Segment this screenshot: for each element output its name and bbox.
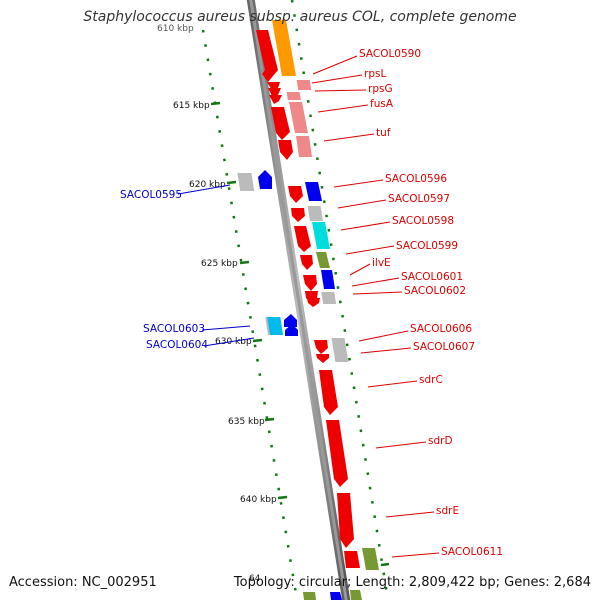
- label-sacol0599[interactable]: SACOL0599: [396, 240, 458, 252]
- tick-label-610: 610 kbp: [157, 24, 194, 34]
- gene-rpsl[interactable]: [267, 82, 280, 92]
- gene-sacol0602-b[interactable]: [307, 298, 320, 307]
- label-sacol0603[interactable]: SACOL0603: [143, 323, 205, 335]
- tick-label-620: 620 kbp: [189, 180, 226, 190]
- tick-label-625: 625 kbp: [201, 259, 238, 269]
- label-rpsl[interactable]: rpsL: [364, 68, 386, 80]
- gene-next-olive-b[interactable]: [350, 590, 362, 600]
- scale-ticks: 610 kbp 615 kbp 620 kbp 625 kbp 630 kbp …: [157, 24, 390, 584]
- gene-ilve-blue[interactable]: [321, 270, 335, 289]
- gene-sacol0590-orange[interactable]: [272, 20, 296, 76]
- gene-tuf[interactable]: [278, 140, 293, 160]
- label-fusa[interactable]: fusA: [370, 98, 394, 110]
- gene-sacol0596[interactable]: [288, 186, 303, 203]
- tick-mark: [226, 180, 237, 185]
- gene-sacol0597-grey[interactable]: [307, 206, 324, 221]
- label-sacol0596[interactable]: SACOL0596: [385, 173, 447, 185]
- gene-sacol0596-blue[interactable]: [305, 182, 322, 201]
- label-rpsg[interactable]: rpsG: [368, 83, 393, 95]
- label-sacol0601[interactable]: SACOL0601: [401, 271, 463, 283]
- gene-ilve-olive[interactable]: [316, 252, 330, 268]
- gene-features: [237, 20, 379, 600]
- gene-rpsg-pink[interactable]: [286, 92, 301, 100]
- gene-sacol0607[interactable]: [316, 354, 329, 363]
- label-sdre[interactable]: sdrE: [436, 505, 459, 517]
- tick-mark: [252, 338, 263, 343]
- label-sacol0607[interactable]: SACOL0607: [413, 341, 475, 353]
- gene-tuf-pink[interactable]: [296, 136, 312, 157]
- gene-rpsg[interactable]: [268, 88, 281, 98]
- gene-sacol0604-a[interactable]: [284, 314, 297, 327]
- tick-mark: [277, 495, 288, 500]
- gene-sacol0590-red[interactable]: [256, 30, 278, 82]
- genome-summary-text: Topology: circular; Length: 2,809,422 bp…: [233, 575, 591, 590]
- gene-labels: SACOL0590 rpsL rpsG fusA tuf SACOL0596 S…: [120, 48, 503, 558]
- gene-fusa[interactable]: [271, 107, 290, 140]
- label-sacol0595[interactable]: SACOL0595: [120, 189, 182, 201]
- gene-sacol0603[interactable]: [267, 317, 284, 335]
- gene-sacol0598-cyan[interactable]: [312, 222, 330, 249]
- label-leader-lines: [177, 55, 440, 558]
- label-sdrc[interactable]: sdrC: [419, 374, 443, 386]
- gene-sacol0598[interactable]: [294, 226, 311, 252]
- gene-sacol0611-olive[interactable]: [362, 548, 379, 570]
- gene-sdrc[interactable]: [319, 370, 338, 415]
- label-sacol0604[interactable]: SACOL0604: [146, 339, 208, 351]
- accession-text: Accession: NC_002951: [9, 575, 157, 590]
- label-sacol0611[interactable]: SACOL0611: [441, 546, 503, 558]
- gene-sacol0599[interactable]: [300, 255, 313, 270]
- gene-next-blue[interactable]: [330, 592, 342, 600]
- tick-mark: [239, 260, 250, 265]
- gene-next-olive[interactable]: [303, 592, 316, 600]
- gene-sacol0602-grey[interactable]: [321, 292, 337, 304]
- label-tuf[interactable]: tuf: [376, 127, 391, 139]
- tick-mark: [264, 417, 275, 422]
- gene-sacol0604-b[interactable]: [285, 324, 298, 336]
- tick-mark: [210, 101, 221, 106]
- tick-label-635: 635 kbp: [228, 417, 265, 427]
- gene-rpsl-pink[interactable]: [296, 80, 312, 90]
- gene-sacol0601[interactable]: [303, 275, 317, 291]
- tick-label-645: 64: [249, 574, 261, 584]
- label-sacol0606[interactable]: SACOL0606: [410, 323, 472, 335]
- tick-mark: [380, 562, 390, 567]
- label-sacol0598[interactable]: SACOL0598: [392, 215, 454, 227]
- gene-sacol0611[interactable]: [344, 551, 360, 568]
- label-ilve[interactable]: ilvE: [372, 257, 391, 269]
- gene-sacol0595-grey[interactable]: [237, 173, 255, 191]
- label-sacol0597[interactable]: SACOL0597: [388, 193, 450, 205]
- gene-sacol0595[interactable]: [258, 170, 272, 189]
- gene-fusa-pink[interactable]: [289, 102, 308, 133]
- label-sdrd[interactable]: sdrD: [428, 435, 453, 447]
- genome-title: Staphylococcus aureus subsp. aureus COL,…: [83, 9, 517, 25]
- gene-rpsg-b[interactable]: [269, 95, 282, 104]
- gene-sacol0606[interactable]: [314, 340, 328, 354]
- gene-sacol0597[interactable]: [291, 208, 305, 222]
- tick-label-615: 615 kbp: [173, 101, 210, 111]
- gene-sdre[interactable]: [337, 493, 354, 548]
- tick-label-640: 640 kbp: [240, 495, 277, 505]
- gene-sdrd[interactable]: [326, 420, 348, 487]
- gene-sacol0607-grey[interactable]: [331, 338, 349, 362]
- label-sacol0590[interactable]: SACOL0590: [359, 48, 421, 60]
- label-sacol0602[interactable]: SACOL0602: [404, 285, 466, 297]
- tick-label-630: 630 kbp: [215, 337, 252, 347]
- genome-backbone: [246, 0, 351, 600]
